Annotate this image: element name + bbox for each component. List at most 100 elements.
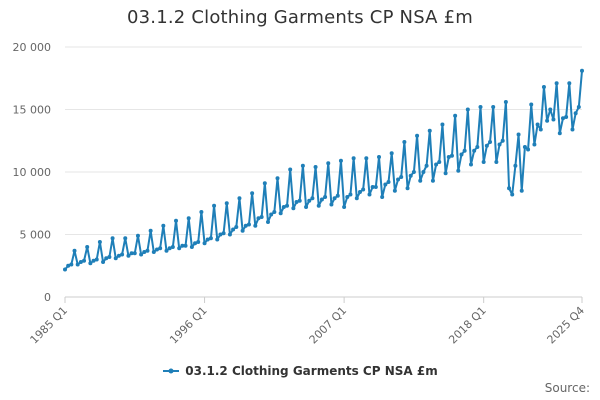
data-point[interactable] — [567, 81, 572, 86]
data-point[interactable] — [392, 188, 397, 193]
data-point[interactable] — [411, 170, 416, 174]
data-point[interactable] — [332, 196, 337, 201]
data-point[interactable] — [361, 187, 366, 192]
data-point[interactable] — [237, 196, 242, 201]
data-point[interactable] — [240, 228, 245, 233]
data-point[interactable] — [424, 163, 429, 168]
data-point[interactable] — [151, 250, 156, 254]
data-point[interactable] — [294, 200, 299, 204]
data-point[interactable] — [281, 205, 286, 209]
data-point[interactable] — [253, 223, 258, 228]
data-point[interactable] — [481, 160, 486, 164]
data-point[interactable] — [104, 256, 109, 261]
data-point[interactable] — [421, 170, 426, 174]
data-point[interactable] — [468, 162, 473, 167]
data-point[interactable] — [538, 127, 543, 132]
data-point[interactable] — [427, 128, 432, 133]
data-point[interactable] — [154, 247, 159, 252]
data-point[interactable] — [113, 256, 118, 261]
data-point[interactable] — [161, 223, 166, 228]
data-point[interactable] — [234, 225, 239, 229]
data-point[interactable] — [227, 232, 232, 237]
data-point[interactable] — [497, 142, 502, 147]
data-point[interactable] — [402, 140, 407, 144]
data-point[interactable] — [373, 185, 378, 189]
data-point[interactable] — [453, 113, 458, 118]
data-point[interactable] — [193, 241, 198, 246]
data-point[interactable] — [170, 245, 175, 249]
data-point[interactable] — [316, 203, 321, 208]
data-point[interactable] — [408, 173, 413, 178]
data-point[interactable] — [405, 186, 410, 191]
data-point[interactable] — [139, 252, 144, 257]
data-point[interactable] — [576, 105, 581, 109]
data-point[interactable] — [440, 122, 445, 127]
data-point[interactable] — [430, 178, 435, 183]
data-point[interactable] — [545, 118, 550, 123]
data-point[interactable] — [443, 171, 448, 176]
data-point[interactable] — [145, 248, 150, 253]
data-point[interactable] — [351, 156, 356, 161]
data-point[interactable] — [446, 155, 451, 159]
data-point[interactable] — [91, 258, 96, 263]
data-point[interactable] — [370, 185, 375, 189]
data-point[interactable] — [304, 205, 309, 209]
data-point[interactable] — [519, 188, 524, 193]
data-point[interactable] — [307, 198, 312, 203]
data-point[interactable] — [551, 117, 556, 122]
data-point[interactable] — [462, 148, 467, 153]
data-point[interactable] — [459, 152, 464, 157]
data-point[interactable] — [491, 105, 496, 109]
data-point[interactable] — [338, 158, 343, 163]
data-point[interactable] — [418, 178, 423, 183]
data-point[interactable] — [310, 196, 315, 201]
data-point[interactable] — [478, 105, 483, 109]
data-point[interactable] — [148, 228, 153, 233]
data-point[interactable] — [259, 215, 264, 219]
data-point[interactable] — [323, 195, 328, 199]
data-point[interactable] — [516, 132, 521, 137]
data-point[interactable] — [186, 216, 191, 221]
data-point[interactable] — [513, 163, 518, 168]
data-point[interactable] — [177, 246, 182, 251]
data-point[interactable] — [488, 140, 493, 144]
data-point[interactable] — [377, 155, 382, 159]
data-point[interactable] — [380, 195, 385, 199]
data-point[interactable] — [357, 190, 362, 194]
data-point[interactable] — [560, 116, 565, 121]
data-point[interactable] — [272, 210, 277, 214]
data-point[interactable] — [72, 248, 77, 253]
data-point[interactable] — [212, 203, 217, 208]
data-point[interactable] — [326, 161, 331, 166]
data-point[interactable] — [183, 243, 188, 248]
data-point[interactable] — [285, 203, 290, 208]
data-point[interactable] — [288, 167, 293, 172]
data-point[interactable] — [132, 251, 137, 256]
data-point[interactable] — [415, 133, 420, 138]
data-point[interactable] — [507, 186, 512, 191]
data-point[interactable] — [396, 177, 401, 182]
data-point[interactable] — [196, 240, 201, 244]
data-point[interactable] — [532, 142, 537, 147]
data-point[interactable] — [199, 210, 204, 214]
data-point[interactable] — [342, 205, 347, 209]
data-point[interactable] — [69, 262, 74, 267]
data-point[interactable] — [345, 195, 350, 199]
data-point[interactable] — [75, 262, 80, 267]
data-point[interactable] — [256, 216, 261, 221]
data-point[interactable] — [221, 231, 226, 236]
data-point[interactable] — [94, 257, 99, 262]
data-point[interactable] — [449, 153, 454, 158]
data-point[interactable] — [437, 160, 442, 164]
data-point[interactable] — [82, 258, 87, 263]
data-point[interactable] — [329, 202, 334, 207]
data-point[interactable] — [135, 233, 140, 238]
data-point[interactable] — [367, 192, 372, 197]
data-point[interactable] — [262, 181, 267, 186]
data-point[interactable] — [101, 260, 106, 264]
data-point[interactable] — [180, 243, 185, 248]
data-point[interactable] — [554, 81, 559, 86]
data-point[interactable] — [218, 232, 223, 237]
data-point[interactable] — [557, 131, 562, 136]
data-point[interactable] — [66, 263, 71, 268]
